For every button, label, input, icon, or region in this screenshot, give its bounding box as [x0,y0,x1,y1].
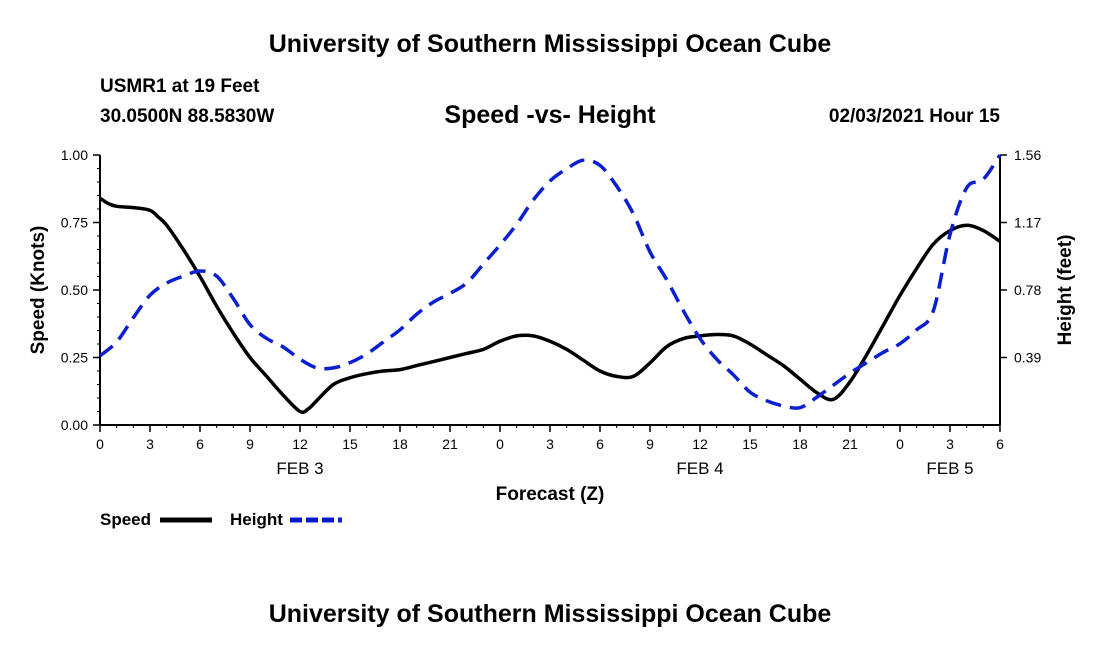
x-tick-label: 15 [742,436,758,452]
x-tick-label: 6 [996,436,1004,452]
x-tick-label: 21 [442,436,458,452]
x-tick-label: 18 [792,436,808,452]
x-axis-title: Forecast (Z) [496,484,605,505]
legend-label-height: Height [230,510,283,529]
x-tick-label: 12 [292,436,308,452]
y2-axis-title: Height (feet) [1055,235,1076,346]
x-tick-label: 12 [692,436,708,452]
coordinates-label: 30.0500N 88.5830W [100,106,275,127]
speed-series-line [99,196,1001,415]
x-tick-label: 6 [596,436,604,452]
station-label: USMR1 at 19 Feet [100,76,260,97]
y-tick-label: 0.00 [61,417,88,433]
x-tick-label: 3 [946,436,954,452]
chart-subtitle: Speed -vs- Height [444,101,656,129]
chart-title: University of Southern Mississippi Ocean… [268,30,832,58]
x-tick-label: 15 [342,436,358,452]
date-label: FEB 5 [926,459,973,478]
height-series-line [98,154,1002,410]
y-tick-label: 1.00 [61,147,88,163]
x-tick-label: 21 [842,436,858,452]
y2-tick-label: 1.56 [1014,147,1041,163]
x-tick-label: 3 [546,436,554,452]
y-axis-title: Speed (Knots) [28,226,49,355]
x-tick-label: 9 [646,436,654,452]
x-tick-label: 18 [392,436,408,452]
x-tick-label: 9 [246,436,254,452]
x-tick-label: 3 [146,436,154,452]
forecast-datetime: 02/03/2021 Hour 15 [828,106,1000,127]
date-label: FEB 3 [276,459,323,478]
y2-tick-label: 0.78 [1014,282,1041,298]
x-tick-label: 6 [196,436,204,452]
y2-tick-label: 1.17 [1014,215,1041,231]
footer-title: University of Southern Mississippi Ocean… [268,600,832,628]
x-tick-label: 0 [896,436,904,452]
date-label: FEB 4 [676,459,723,478]
y-tick-label: 0.75 [61,215,88,231]
y-tick-label: 0.25 [61,350,88,366]
y-tick-label: 0.50 [61,282,88,298]
legend-label-speed: Speed [100,510,151,529]
x-tick-label: 0 [496,436,504,452]
x-tick-label: 0 [96,436,104,452]
y2-tick-label: 0.39 [1014,350,1041,366]
